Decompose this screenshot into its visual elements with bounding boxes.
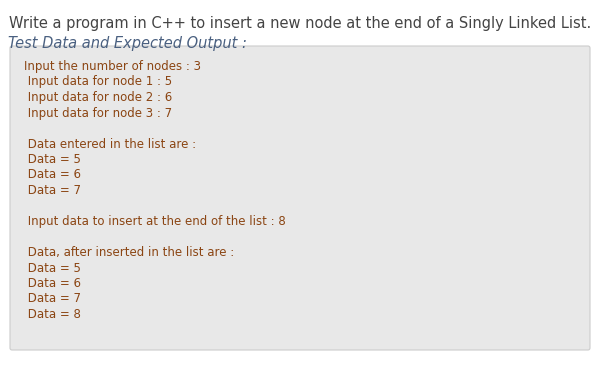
Text: Input data for node 3 : 7: Input data for node 3 : 7 <box>24 107 172 120</box>
Text: Data, after inserted in the list are :: Data, after inserted in the list are : <box>24 246 234 259</box>
Text: Test Data and Expected Output :: Test Data and Expected Output : <box>8 36 247 51</box>
Text: Input data for node 1 : 5: Input data for node 1 : 5 <box>24 75 172 89</box>
Text: Input data to insert at the end of the list : 8: Input data to insert at the end of the l… <box>24 215 286 228</box>
Text: Data = 6: Data = 6 <box>24 168 81 182</box>
Text: Input the number of nodes : 3: Input the number of nodes : 3 <box>24 60 201 73</box>
Text: Data = 7: Data = 7 <box>24 184 81 197</box>
Text: Data = 8: Data = 8 <box>24 308 81 321</box>
Text: Data = 5: Data = 5 <box>24 261 81 274</box>
Text: Data = 5: Data = 5 <box>24 153 81 166</box>
Text: Input data for node 2 : 6: Input data for node 2 : 6 <box>24 91 172 104</box>
FancyBboxPatch shape <box>10 46 590 350</box>
Text: Data entered in the list are :: Data entered in the list are : <box>24 138 196 150</box>
Text: Write a program in C++ to insert a new node at the end of a Singly Linked List.: Write a program in C++ to insert a new n… <box>9 16 591 31</box>
Text: Data = 6: Data = 6 <box>24 277 81 290</box>
Text: Data = 7: Data = 7 <box>24 292 81 306</box>
